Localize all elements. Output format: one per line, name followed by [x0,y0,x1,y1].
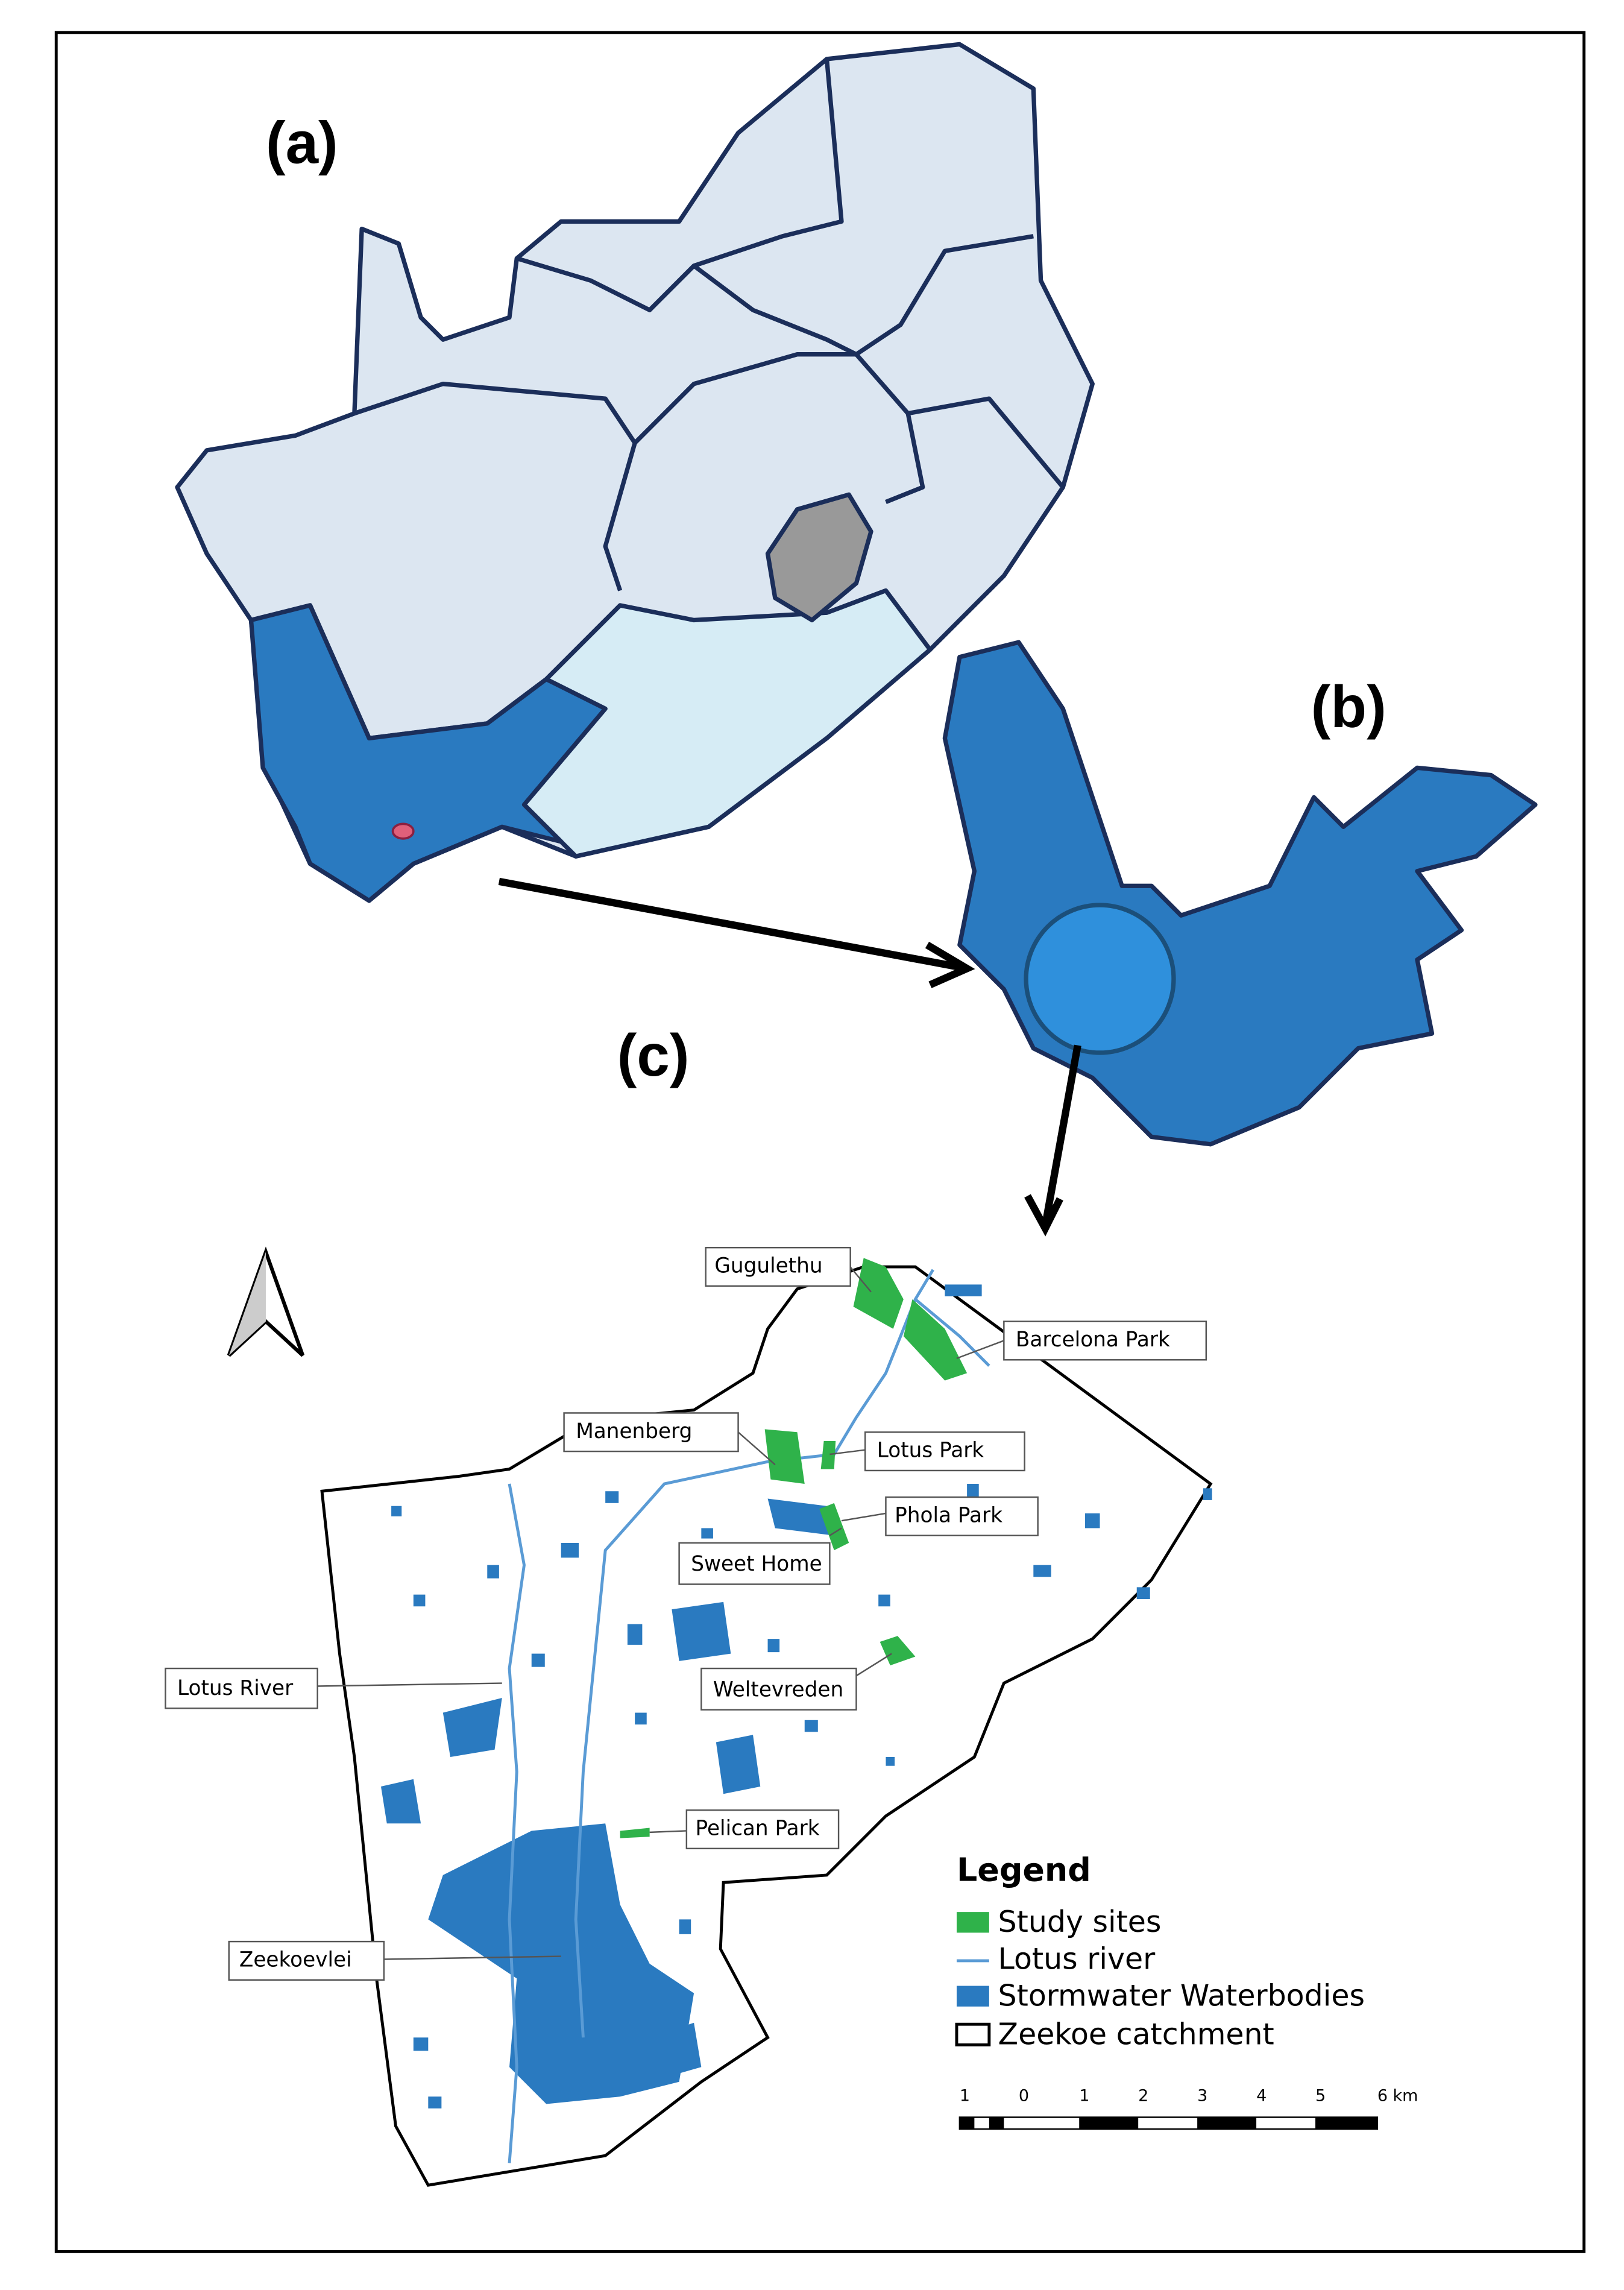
place-label: Lotus Park [877,1439,984,1463]
scale-label: 0 [1019,2087,1029,2105]
panel-label: (b) [1311,673,1386,740]
country-map [175,42,1095,903]
north-arrow [227,1246,305,1357]
legend-title: Legend [957,1851,1091,1889]
legend: Legend Study sites Lotus river Stormwate… [955,1851,1365,2051]
panel-label: (c) [617,1022,690,1088]
place-label: Weltevreden [713,1677,843,1702]
panel-label: (a) [266,110,338,176]
scale-label: 1 [1079,2087,1089,2105]
legend-label: Lotus river [998,1941,1156,1976]
place-label: Lotus River [177,1676,294,1700]
place-label: Phola Park [895,1503,1002,1527]
arrow [498,877,1081,1237]
scale-bar: 1 0 1 2 3 4 5 6 km [958,2087,1418,2130]
province-map [942,640,1538,1147]
frame [54,31,1586,2253]
place-label: Pelican Park [696,1816,820,1840]
legend-label: Stormwater Waterbodies [998,1979,1365,2013]
scale-label: 6 km [1377,2087,1418,2105]
legend-label: Zeekoe catchment [998,2017,1274,2051]
place-label: Zeekoevlei [239,1948,352,1972]
place-label: Manenberg [576,1419,692,1443]
place-label: Sweet Home [691,1552,822,1576]
place-labels: Gugulethu Barcelona Park Manenberg Lotus… [165,1246,1207,1981]
scale-label: 5 [1315,2087,1326,2105]
legend-label: Study sites [998,1905,1162,1939]
scale-label: 4 [1256,2087,1267,2105]
scale-label: 1 [960,2087,970,2105]
scale-label: 3 [1197,2087,1207,2105]
place-label: Gugulethu [714,1254,822,1278]
scale-label: 2 [1138,2087,1148,2105]
place-label: Barcelona Park [1016,1328,1170,1352]
